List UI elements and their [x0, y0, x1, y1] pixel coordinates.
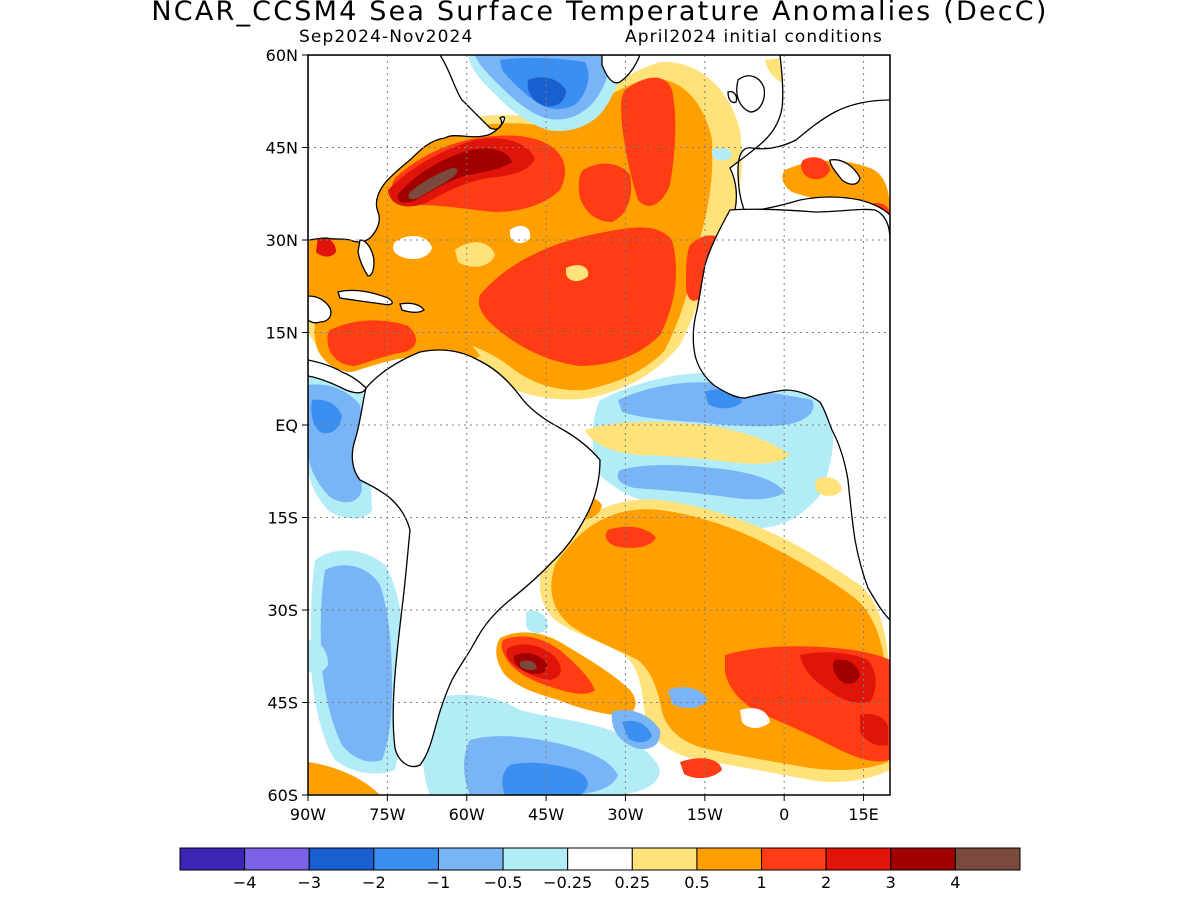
lon-tick-label: 60W [449, 805, 485, 824]
colorbar-swatch [308, 847, 375, 871]
colorbar: −4 −3 −2 −1 −0.5 −0.25 0.25 0.5 1 2 3 4 [179, 847, 1021, 892]
lat-tick-label: 15S [267, 509, 298, 528]
lon-tick-label: 15W [687, 805, 723, 824]
colorbar-swatch [373, 847, 439, 871]
colorbar-swatch [631, 847, 698, 871]
colorbar-label: 3 [886, 873, 896, 892]
british-isles-land [727, 75, 766, 113]
colorbar-label: 0.25 [614, 873, 650, 892]
chart-title: NCAR_CCSM4 Sea Surface Temperature Anoma… [151, 0, 1049, 27]
longitude-axis: 90W 75W 60W 45W 30W 15W 0 15E [290, 795, 879, 824]
lat-tick-label: 45S [267, 694, 298, 713]
colorbar-label: 0.5 [684, 873, 709, 892]
lon-tick-label: 90W [290, 805, 326, 824]
central-america-land [308, 295, 332, 324]
south-america-land [351, 349, 601, 768]
lon-tick-label: 15E [848, 805, 878, 824]
africa-land [692, 208, 890, 621]
caribbean-islands [337, 289, 425, 313]
period-subtitle: Sep2024-Nov2024 [299, 27, 474, 47]
lat-tick-label: 60S [267, 786, 298, 805]
land-masses [308, 55, 890, 768]
initial-conditions-subtitle: April2024 initial conditions [625, 27, 883, 47]
colorbar-label: −2 [362, 873, 386, 892]
colorbar-swatch [179, 847, 246, 871]
colorbar-label: −4 [233, 873, 257, 892]
lon-tick-label: 30W [607, 805, 643, 824]
colorbar-swatch [954, 847, 1021, 871]
colorbar-label: 4 [950, 873, 960, 892]
colorbar-swatch [761, 847, 827, 871]
colorbar-swatch [890, 847, 956, 871]
colorbar-label: −0.25 [543, 873, 592, 892]
greenland-land [601, 55, 641, 84]
southern-ocean-cool-anomaly [308, 687, 708, 795]
lat-tick-label: 60N [266, 46, 298, 65]
lon-tick-label: 0 [779, 805, 789, 824]
map-gridlines [308, 55, 890, 795]
colorbar-label: 1 [756, 873, 766, 892]
colorbar-swatch [696, 847, 763, 871]
north-america-land [308, 55, 505, 243]
colorbar-label: −0.5 [484, 873, 523, 892]
lat-tick-label: 15N [266, 324, 298, 343]
colorbar-swatch [825, 847, 892, 871]
colorbar-swatch [437, 847, 504, 871]
labrador-sea-cool-anomaly [468, 55, 622, 132]
lat-tick-label: 30N [266, 231, 298, 250]
eastern-pacific-cool-anomaly [308, 374, 372, 519]
colorbar-label: −1 [427, 873, 451, 892]
latitude-axis: 60N 45N 30N 15N EQ 15S 30S 45S 60S [266, 46, 308, 805]
lon-tick-label: 75W [369, 805, 405, 824]
lon-tick-label: 45W [528, 805, 564, 824]
colorbar-swatch [244, 847, 310, 871]
lat-tick-label: EQ [275, 416, 298, 435]
lat-tick-label: 45N [266, 139, 298, 158]
colorbar-label: −3 [297, 873, 321, 892]
colorbar-swatch [567, 847, 633, 871]
colorbar-label: 2 [821, 873, 831, 892]
colorbar-swatch [502, 847, 569, 871]
lat-tick-label: 30S [267, 601, 298, 620]
italy-land [829, 159, 861, 185]
florida-land [357, 239, 375, 277]
se-pacific-cool-anomaly [308, 550, 405, 774]
brazil-malvinas-warm-anomaly [496, 610, 636, 716]
south-atlantic-warm-anomaly [539, 495, 890, 782]
